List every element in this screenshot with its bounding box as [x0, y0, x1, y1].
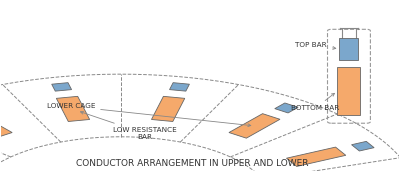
Polygon shape [152, 96, 185, 121]
Text: LOW RESISTANCE
BAR: LOW RESISTANCE BAR [80, 111, 176, 140]
Polygon shape [275, 103, 298, 113]
Text: LOWER CAGE: LOWER CAGE [47, 103, 251, 127]
Text: HIGH RESISTANCE
BAR: HIGH RESISTANCE BAR [0, 171, 1, 172]
Bar [340, 38, 358, 60]
Text: TOP BAR: TOP BAR [295, 42, 336, 49]
Polygon shape [286, 147, 346, 166]
Text: BOTTOM BAR: BOTTOM BAR [291, 93, 340, 111]
Bar [338, 67, 360, 115]
Polygon shape [52, 83, 72, 91]
Polygon shape [170, 83, 190, 91]
Polygon shape [229, 114, 280, 138]
Polygon shape [56, 96, 90, 121]
Polygon shape [0, 114, 12, 138]
Text: UPPER CAGE: UPPER CAGE [0, 171, 1, 172]
Polygon shape [352, 141, 374, 151]
Text: CONDUCTOR ARRANGEMENT IN UPPER AND LOWER: CONDUCTOR ARRANGEMENT IN UPPER AND LOWER [76, 159, 308, 168]
